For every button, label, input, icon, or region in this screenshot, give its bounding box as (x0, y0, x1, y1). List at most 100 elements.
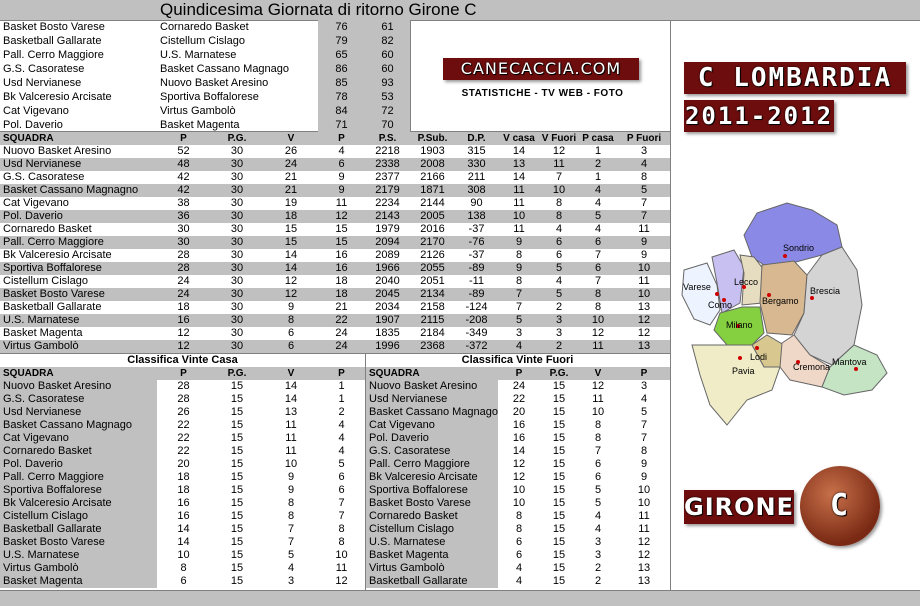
team-name: Basket Magenta (3, 575, 83, 587)
stat-cell: 5 (515, 314, 523, 326)
team-name: Cat Vigevano (3, 432, 69, 444)
stat-cell: 2055 (420, 262, 445, 274)
header-cell: V Fuori (541, 133, 577, 144)
stat-cell: 5 (555, 288, 563, 300)
stat-cell: 70 (381, 119, 394, 131)
cell-background (0, 510, 157, 523)
stat-cell: 30 (230, 288, 244, 300)
header-cell: V (287, 133, 295, 144)
stat-cell: 15 (552, 380, 566, 392)
cell-background (0, 458, 157, 471)
stat-cell: 10 (335, 549, 348, 561)
stat-cell: -37 (468, 223, 485, 235)
stat-cell: 1907 (375, 314, 400, 326)
team-name: Usd Nervianese (3, 77, 82, 89)
stat-cell: 11 (335, 197, 348, 209)
stat-cell: 3 (555, 314, 563, 326)
stat-cell: 5 (640, 406, 648, 418)
cell-background (0, 549, 157, 562)
stat-cell: 2051 (420, 275, 445, 287)
cell-background (365, 34, 410, 48)
team-name: Basket Bosto Varese (3, 21, 105, 33)
cell-background (318, 20, 365, 34)
team-name: G.S. Casoratese (369, 445, 451, 457)
cell-background (0, 380, 157, 393)
team-name: Nuovo Basket Aresino (160, 77, 269, 89)
team-name: Basket Bosto Varese (3, 288, 105, 300)
stat-cell: 8 (594, 301, 602, 313)
stat-cell: 84 (335, 105, 348, 117)
stat-cell: 38 (177, 197, 190, 209)
stat-cell: 4 (515, 562, 523, 574)
cell-background (365, 118, 410, 132)
team-name: Pall. Cerro Maggiore (3, 49, 104, 61)
cell-background (366, 562, 498, 575)
stat-cell: 15 (335, 236, 348, 248)
stat-cell: 12 (637, 549, 651, 561)
stat-cell: 18 (335, 275, 348, 287)
stat-cell: 315 (467, 145, 486, 157)
header-cell: V casa (503, 133, 535, 144)
cell-background (366, 419, 498, 432)
stat-cell: 16 (512, 419, 526, 431)
stat-cell: 8 (287, 510, 295, 522)
stat-cell: 15 (552, 484, 566, 496)
team-name: U.S. Marnatese (369, 536, 446, 548)
header-cell: SQUADRA (3, 368, 54, 379)
stat-cell: 12 (637, 327, 651, 339)
cell-background (0, 158, 670, 171)
stat-cell: 11 (638, 510, 650, 522)
map-label: Lecco (734, 277, 759, 287)
map-label: Lodi (750, 352, 768, 362)
team-name: Usd Nervianese (3, 158, 82, 170)
stat-cell: 12 (637, 536, 651, 548)
city-dot (854, 367, 858, 371)
stat-cell: 22 (512, 393, 526, 405)
stat-cell: 12 (335, 575, 348, 587)
stat-cell: 16 (335, 249, 348, 261)
header-cell: P.Sub. (417, 133, 448, 144)
team-name: Pall. Cerro Maggiore (3, 471, 104, 483)
stat-cell: 9 (640, 458, 648, 470)
city-dot (810, 296, 814, 300)
stat-cell: 30 (230, 249, 244, 261)
team-name: Pol. Daverio (3, 119, 63, 131)
stat-cell: 14 (284, 393, 298, 405)
stat-cell: 5 (338, 458, 345, 470)
team-name: Virtus Gambolò (369, 562, 445, 574)
stat-cell: 15 (230, 432, 244, 444)
cell-background (0, 497, 157, 510)
stat-cell: 6 (594, 458, 602, 470)
stat-cell: 2144 (420, 197, 445, 209)
stat-cell: 15 (552, 458, 566, 470)
stat-cell: 13 (637, 562, 651, 574)
stat-cell: 15 (552, 510, 566, 522)
stat-cell: 24 (512, 380, 526, 392)
stat-cell: 7 (640, 197, 648, 209)
cell-background (318, 62, 365, 76)
cell-background (0, 236, 670, 249)
cell-background (366, 393, 498, 406)
stat-cell: 2158 (420, 301, 445, 313)
stat-cell: 30 (230, 158, 244, 170)
map-label: Milano (726, 320, 753, 330)
stat-cell: 4 (640, 393, 648, 405)
sheet-title: Quindicesima Giornata di ritorno Girone … (160, 1, 477, 19)
stat-cell: 7 (594, 249, 602, 261)
stat-cell: 4 (338, 145, 345, 157)
stat-cell: 14 (512, 145, 526, 157)
stat-cell: 9 (515, 236, 523, 248)
team-name: G.S. Casoratese (3, 393, 85, 405)
stat-cell: 8 (515, 510, 523, 522)
stat-cell: 6 (287, 340, 295, 352)
team-name: Nuovo Basket Aresino (3, 145, 112, 157)
stat-cell: 4 (594, 523, 602, 535)
stat-cell: 15 (552, 471, 566, 483)
team-name: Sportiva Boffalorese (3, 262, 102, 274)
stat-cell: 8 (555, 197, 563, 209)
stat-cell: 4 (515, 575, 523, 587)
stat-cell: 5 (640, 184, 648, 196)
stat-cell: -124 (465, 301, 488, 313)
cell-background (0, 367, 365, 380)
stat-cell: 14 (177, 536, 190, 548)
